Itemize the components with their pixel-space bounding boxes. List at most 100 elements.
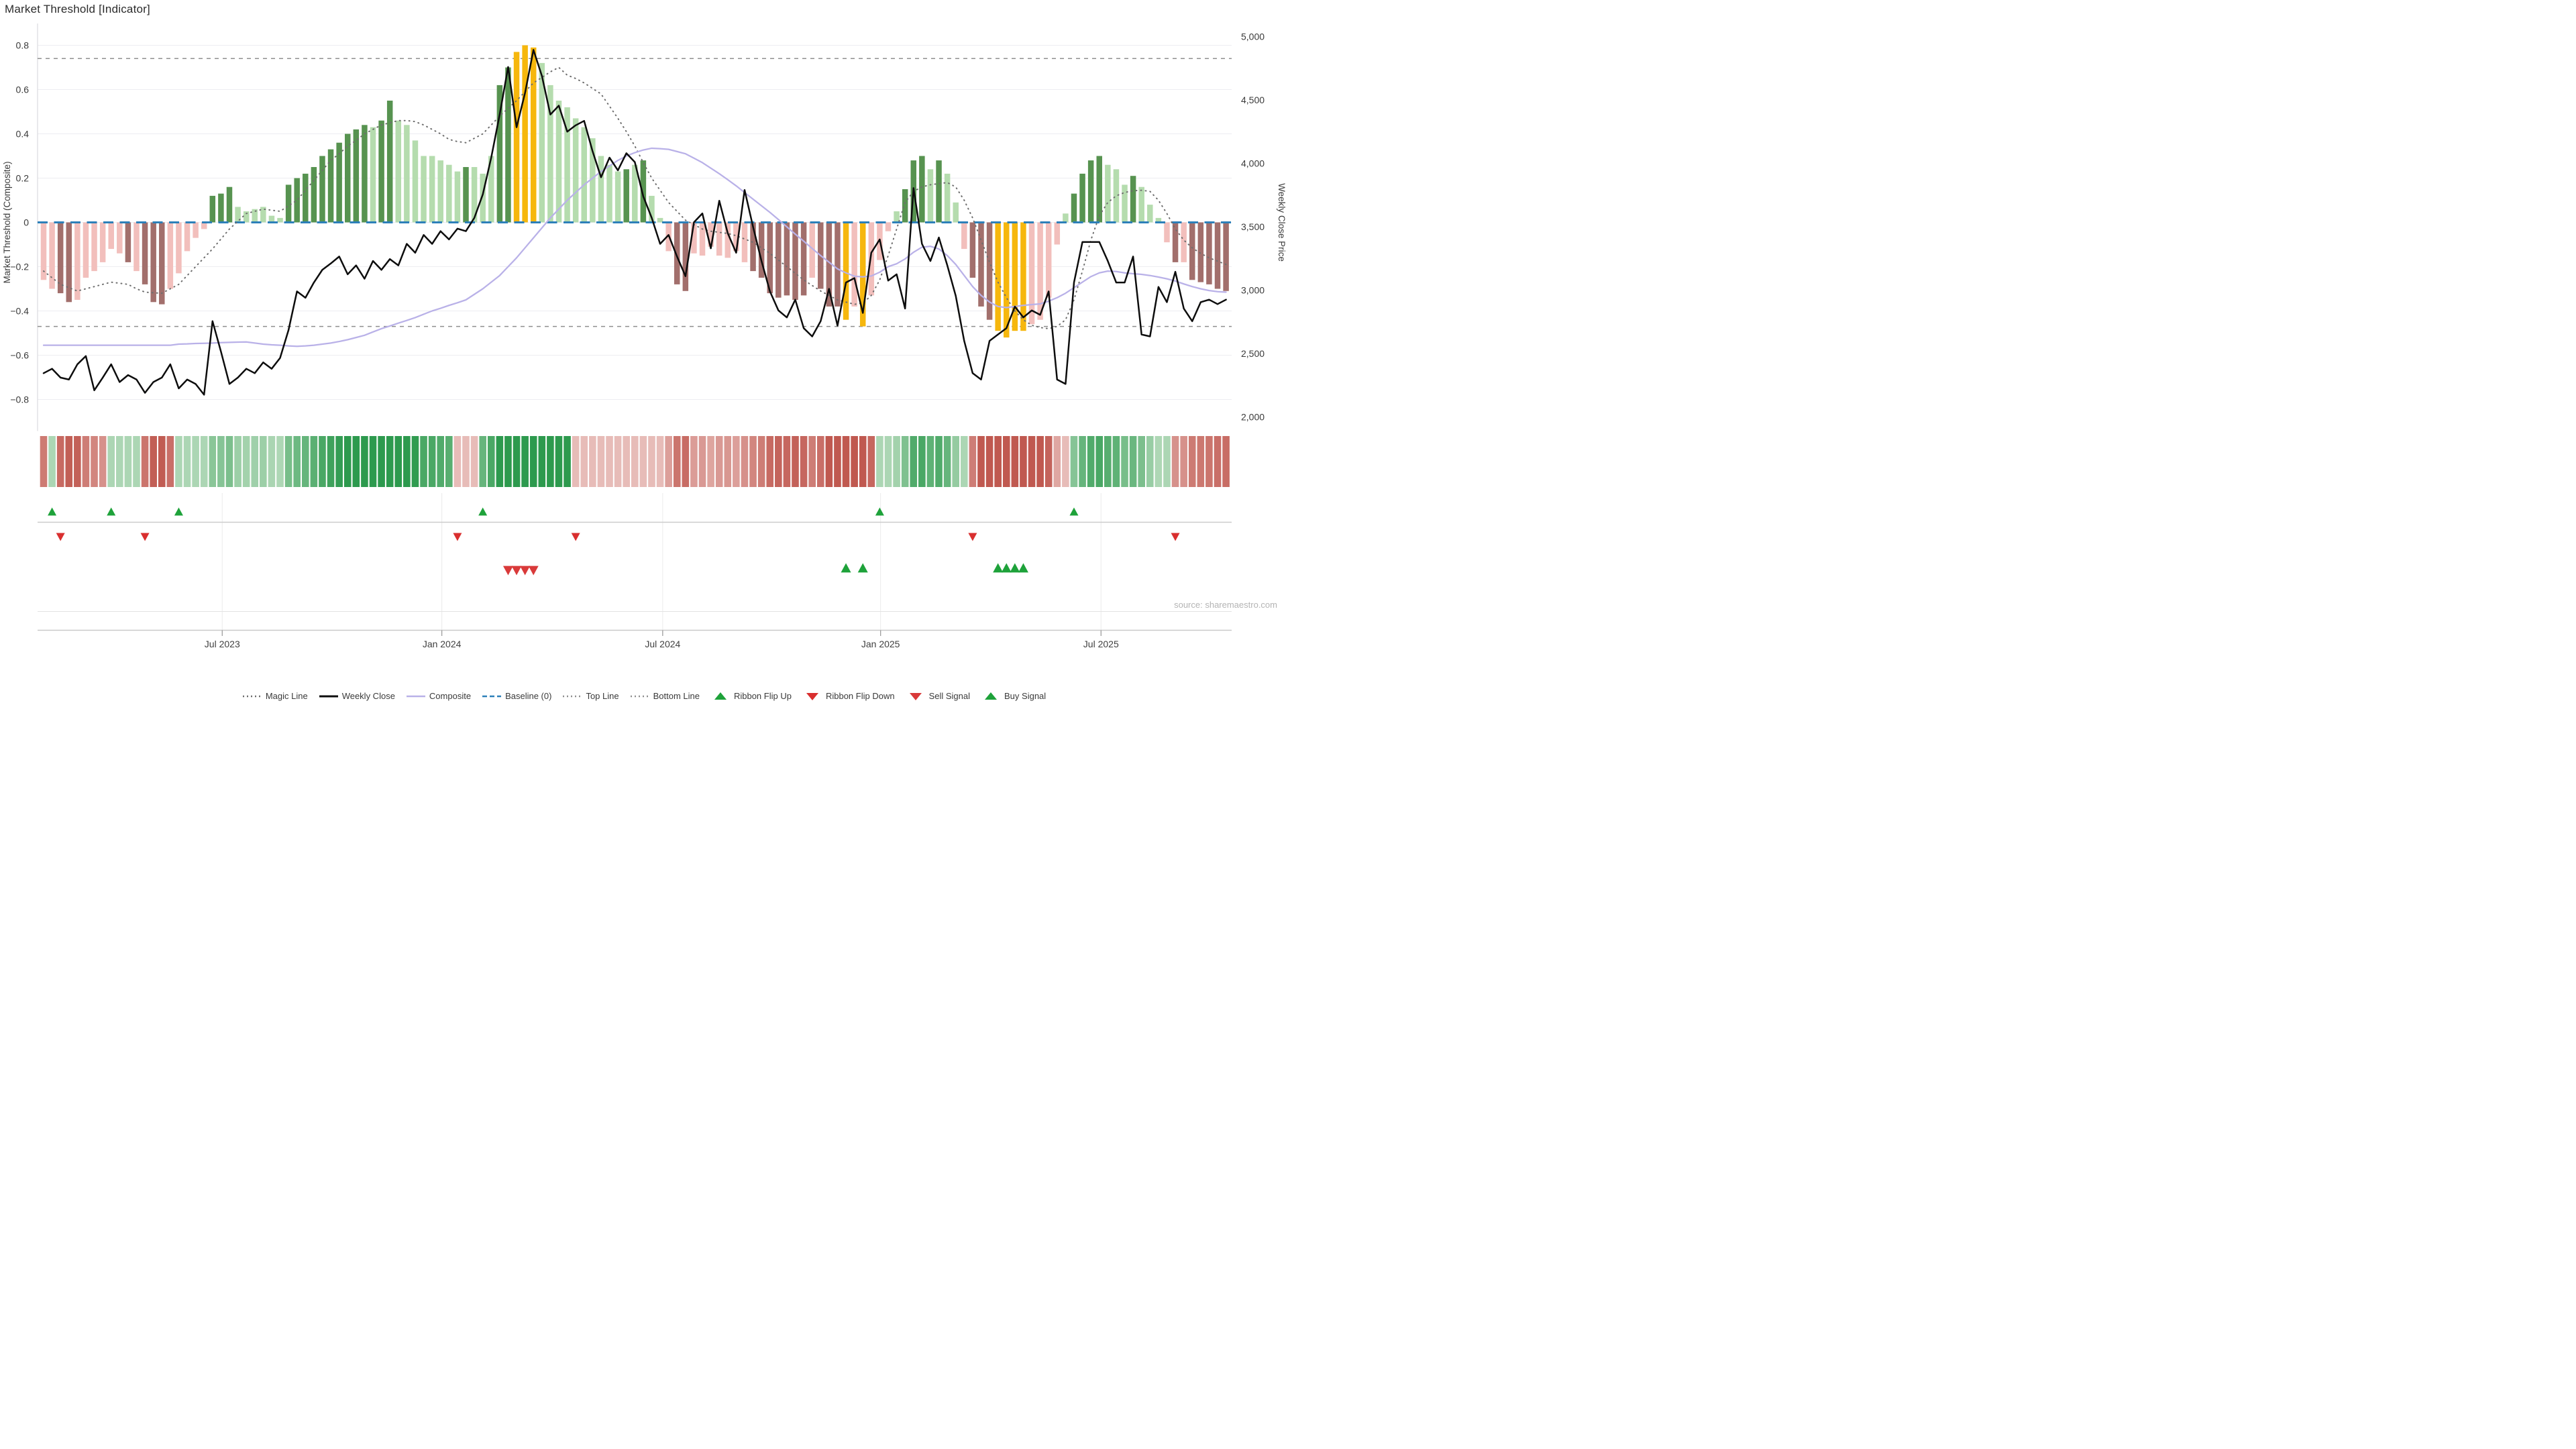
ribbon-cell-red bbox=[606, 436, 613, 487]
composite-line bbox=[42, 147, 1227, 347]
threshold-bar bbox=[851, 222, 857, 307]
threshold-bar bbox=[682, 222, 689, 291]
threshold-bar bbox=[741, 222, 748, 262]
threshold-bar bbox=[1172, 222, 1179, 262]
ribbon-flip-down-marker bbox=[56, 533, 65, 541]
reference-lines bbox=[38, 58, 1232, 327]
threshold-bar bbox=[159, 222, 165, 305]
threshold-bar bbox=[463, 167, 469, 223]
ribbon-cell-red bbox=[749, 436, 757, 487]
legend-marker-baseline-icon bbox=[482, 695, 502, 697]
threshold-bar bbox=[1079, 173, 1085, 223]
ribbon-cell-green bbox=[268, 436, 276, 487]
ribbon-cell-red bbox=[1180, 436, 1187, 487]
ribbon-cell-red bbox=[1011, 436, 1019, 487]
weekly-close-line bbox=[42, 49, 1227, 396]
ribbon-cell-red bbox=[1222, 436, 1230, 487]
threshold-bar bbox=[1063, 213, 1069, 223]
threshold-bar bbox=[370, 127, 376, 223]
threshold-bar bbox=[564, 107, 570, 223]
legend-item-baseline: Baseline (0) bbox=[482, 691, 551, 701]
ribbon-cell-red bbox=[648, 436, 655, 487]
ribbon-cell-green bbox=[192, 436, 199, 487]
left-tick-label: 0.6 bbox=[16, 85, 30, 95]
ribbon-cell-red bbox=[470, 436, 478, 487]
ribbon-cell-red bbox=[597, 436, 605, 487]
ribbon-cell-green bbox=[961, 436, 968, 487]
left-tick-label: 0.2 bbox=[16, 173, 30, 184]
threshold-bar bbox=[1214, 222, 1221, 289]
ribbon-cell-green bbox=[564, 436, 571, 487]
threshold-bar bbox=[953, 202, 959, 223]
ribbon-cell-red bbox=[1020, 436, 1027, 487]
ribbon-cell-red bbox=[40, 436, 48, 487]
threshold-bar bbox=[1045, 222, 1052, 298]
legend-item-sell-signal: Sell Signal bbox=[906, 691, 970, 701]
ribbon-cell-green bbox=[327, 436, 335, 487]
threshold-bar bbox=[927, 169, 934, 223]
left-tick-label: −0.2 bbox=[10, 262, 29, 272]
ribbon-cell-green bbox=[1121, 436, 1128, 487]
ribbon-cell-red bbox=[1205, 436, 1213, 487]
ribbon-cell-green bbox=[394, 436, 402, 487]
ribbon-cell-red bbox=[56, 436, 64, 487]
threshold-bar bbox=[429, 156, 435, 223]
ribbon-cell-green bbox=[369, 436, 377, 487]
threshold-bar bbox=[235, 207, 241, 223]
threshold-bar bbox=[488, 156, 494, 223]
ribbon-cell-green bbox=[124, 436, 132, 487]
threshold-bar bbox=[176, 222, 182, 274]
legend-label-top-line: Top Line bbox=[586, 691, 619, 701]
ribbon-cell-red bbox=[859, 436, 867, 487]
ribbon-cell-green bbox=[876, 436, 883, 487]
threshold-bar bbox=[57, 222, 64, 294]
threshold-bar bbox=[1020, 222, 1026, 331]
threshold-bar bbox=[353, 129, 360, 223]
legend-marker-sell-signal-icon bbox=[909, 692, 922, 700]
threshold-bar bbox=[581, 127, 588, 223]
ribbon-cell-red bbox=[166, 436, 174, 487]
threshold-bar bbox=[150, 222, 156, 303]
threshold-bar bbox=[733, 222, 739, 252]
ribbon-cell-red bbox=[1214, 436, 1222, 487]
threshold-bar bbox=[547, 85, 553, 223]
ribbon-cell-red bbox=[682, 436, 690, 487]
buy-signal-marker bbox=[841, 563, 851, 573]
ribbon-cell-green bbox=[225, 436, 233, 487]
threshold-bar bbox=[522, 45, 528, 223]
ribbon-cell-red bbox=[985, 436, 994, 487]
ribbon-cell-red bbox=[1197, 436, 1205, 487]
threshold-bar bbox=[1087, 160, 1094, 223]
ribbon-cell-green bbox=[209, 436, 217, 487]
legend-label-magic-line: Magic Line bbox=[265, 691, 308, 701]
ribbon-cell-red bbox=[741, 436, 749, 487]
legend-label-baseline: Baseline (0) bbox=[505, 691, 552, 701]
ribbon-cell-red bbox=[775, 436, 782, 487]
ribbon-flip-up-marker bbox=[875, 507, 884, 516]
ribbon-cell-green bbox=[352, 436, 360, 487]
threshold-bar bbox=[243, 211, 250, 223]
ribbon-cell-green bbox=[935, 436, 943, 487]
threshold-bar bbox=[868, 222, 875, 296]
ribbon-cell-red bbox=[1053, 436, 1061, 487]
ribbon-cell-green bbox=[276, 436, 284, 487]
threshold-bar bbox=[530, 47, 537, 223]
legend-marker-ribbon-flip-up-icon bbox=[714, 692, 727, 700]
threshold-bar bbox=[336, 142, 342, 223]
left-tick-label: −0.4 bbox=[10, 306, 29, 317]
axes: Market Threshold (Composite) Weekly Clos… bbox=[2, 32, 1287, 650]
ribbon-cell-red bbox=[453, 436, 462, 487]
ribbon-cell-red bbox=[707, 436, 714, 487]
ribbon-cell-green bbox=[310, 436, 318, 487]
ribbon-cell-green bbox=[1138, 436, 1145, 487]
threshold-bar bbox=[1037, 222, 1043, 320]
right-axis-title: Weekly Close Price bbox=[1277, 183, 1287, 262]
threshold-bar bbox=[454, 171, 461, 223]
ribbon-cell-red bbox=[631, 436, 639, 487]
ribbon-cell-red bbox=[65, 436, 73, 487]
threshold-bar bbox=[1223, 222, 1229, 291]
threshold-bar bbox=[167, 222, 174, 289]
threshold-bar bbox=[327, 149, 334, 223]
sell-signal-marker bbox=[502, 566, 513, 576]
threshold-bar bbox=[978, 222, 984, 307]
